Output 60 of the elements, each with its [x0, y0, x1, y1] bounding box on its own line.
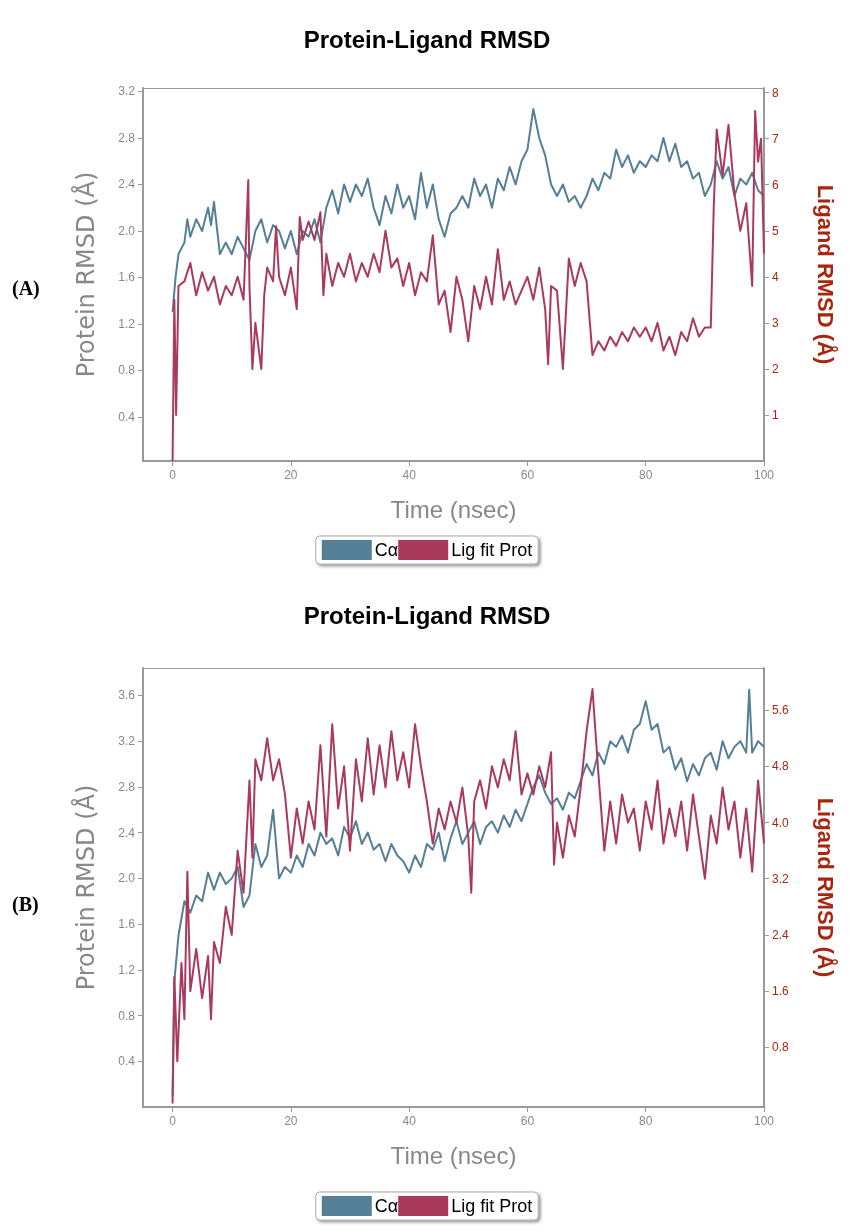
x-tick-label: 80	[639, 468, 653, 482]
y-tick-label: 3.2	[118, 734, 136, 749]
legend-label: Lig fit Prot	[451, 540, 533, 560]
y-tick-label: 2.8	[118, 779, 136, 794]
y-tick-label: 1.6	[118, 270, 136, 285]
text: (B)	[12, 893, 39, 916]
y-tick-label: 2.8	[118, 130, 136, 145]
x-tick-label: 100	[753, 468, 775, 482]
x-tick-label: 60	[520, 468, 535, 482]
x-tick-label: 100	[753, 1114, 775, 1128]
text: (A)	[12, 277, 40, 300]
legend-label: Cα	[374, 1196, 399, 1216]
y2-axis-title: Ligand RMSD (Å)	[812, 797, 839, 978]
legend-label: Lig fit Prot	[451, 1196, 533, 1216]
y2-tick-label: 2.4	[772, 927, 790, 942]
y2-tick-label: 6	[772, 177, 779, 192]
y-tick-label: 1.6	[118, 917, 136, 932]
y-tick-label: 2.0	[118, 223, 136, 238]
y2-tick-label: 5.6	[772, 703, 790, 718]
y-tick-label: 0.8	[118, 1008, 136, 1023]
y-tick-label: 1.2	[118, 962, 136, 977]
x-tick-label: 20	[284, 1114, 298, 1128]
y2-tick-label: 7	[772, 131, 779, 146]
x-tick-label: 40	[402, 468, 417, 482]
legend-label: Cα	[374, 540, 399, 560]
y-tick-label: 0.4	[118, 1054, 136, 1069]
y2-tick-label: 0.8	[772, 1040, 790, 1055]
chart-title: Protein-Ligand RMSD	[303, 601, 551, 629]
y2-tick-label: 2	[772, 361, 779, 376]
y-tick-label: 2.0	[118, 871, 136, 886]
x-axis-title: Time (nsec)	[390, 1141, 517, 1169]
y-axis-title: Protein RMSD (Å)	[71, 784, 100, 991]
y2-tick-label: 3	[772, 315, 779, 330]
y2-tick-label: 4	[772, 269, 779, 284]
y2-tick-label: 5	[772, 223, 779, 238]
y2-tick-label: 4.8	[772, 759, 790, 774]
line-series	[171, 110, 765, 462]
x-tick-label: 0	[169, 1114, 177, 1128]
chart-title: Protein-Ligand RMSD	[303, 25, 551, 53]
y2-tick-label: 4.0	[772, 815, 790, 830]
y-tick-label: 2.4	[118, 825, 136, 840]
y-tick-label: 1.2	[118, 316, 136, 331]
y-tick-label: 3.6	[118, 688, 136, 703]
y-tick-label: 3.2	[118, 84, 136, 99]
y2-tick-label: 1.6	[772, 984, 790, 999]
y2-tick-label: 8	[772, 85, 779, 100]
y-tick-label: 2.4	[118, 177, 136, 192]
y2-tick-label: 1	[772, 407, 779, 422]
y2-axis-title: Ligand RMSD (Å)	[812, 184, 839, 365]
y-axis-title: Protein RMSD (Å)	[71, 171, 100, 378]
y-tick-label: 0.4	[118, 409, 136, 424]
y-tick-label: 0.8	[118, 363, 136, 378]
y2-tick-label: 3.2	[772, 871, 790, 886]
x-tick-label: 40	[402, 1114, 417, 1128]
x-tick-label: 20	[284, 468, 298, 482]
x-axis-title: Time (nsec)	[390, 495, 517, 523]
line-series	[171, 107, 765, 314]
x-tick-label: 80	[639, 1114, 653, 1128]
x-tick-label: 60	[520, 1114, 535, 1128]
x-tick-label: 0	[169, 468, 177, 482]
